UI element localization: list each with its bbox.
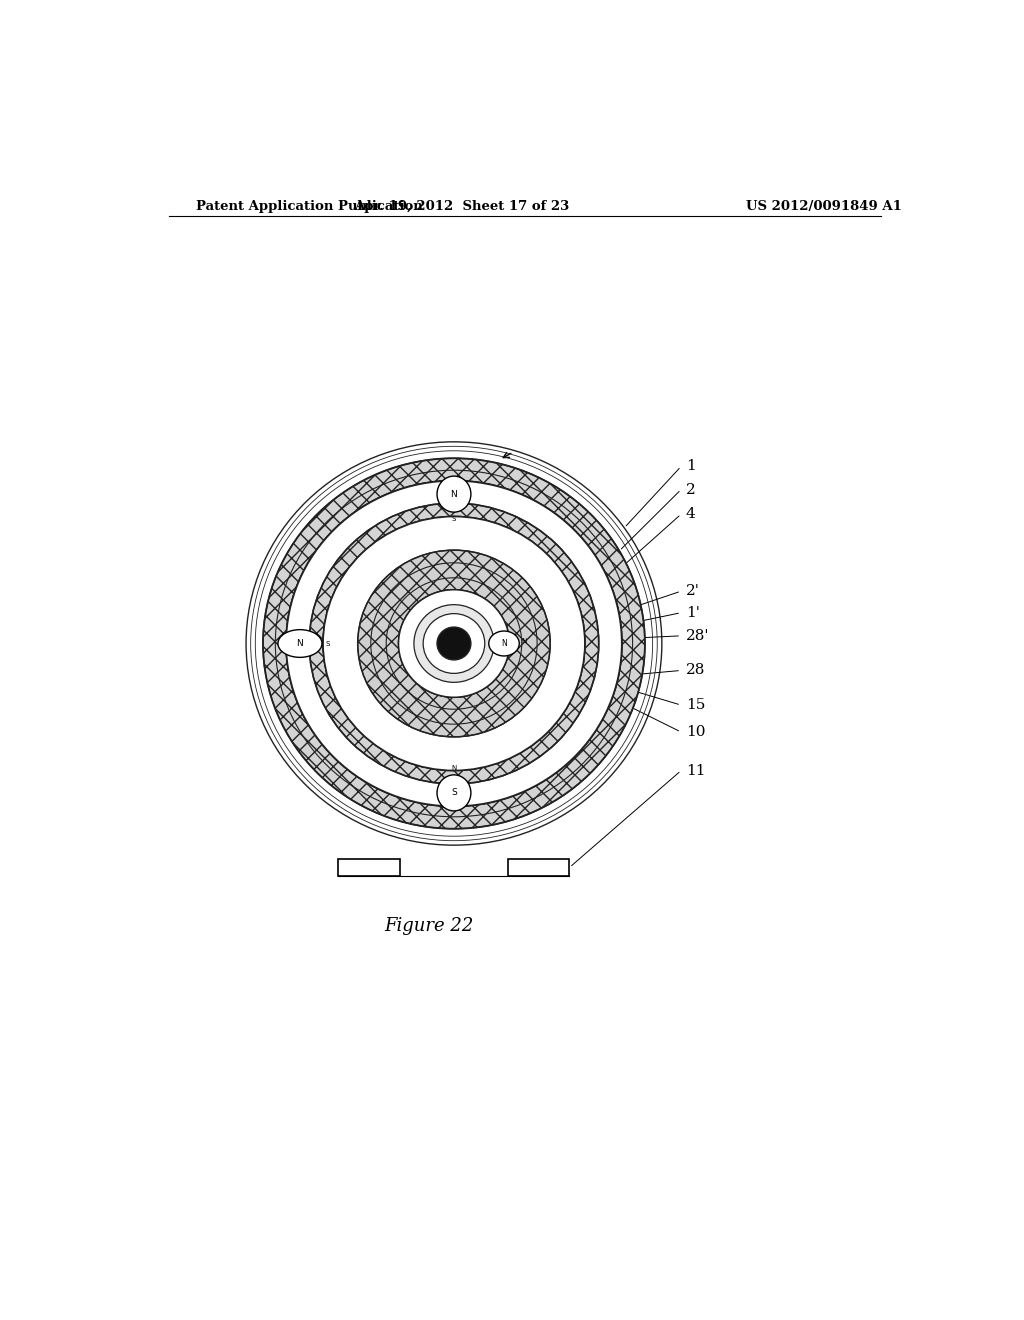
Ellipse shape	[414, 605, 494, 682]
Ellipse shape	[323, 516, 585, 771]
Text: 10: 10	[686, 725, 706, 739]
Text: N: N	[297, 639, 303, 648]
Text: Patent Application Publication: Patent Application Publication	[196, 199, 423, 213]
Text: 1: 1	[686, 459, 695, 474]
Text: N: N	[451, 490, 458, 499]
Ellipse shape	[398, 590, 509, 697]
Text: S: S	[326, 640, 330, 647]
Text: N: N	[501, 639, 507, 648]
Text: 1': 1'	[686, 606, 699, 619]
Text: Apr. 19, 2012  Sheet 17 of 23: Apr. 19, 2012 Sheet 17 of 23	[354, 199, 569, 213]
Text: N: N	[521, 638, 526, 644]
Ellipse shape	[437, 627, 471, 660]
Ellipse shape	[246, 442, 662, 845]
Text: 28: 28	[686, 664, 706, 677]
Text: Figure 22: Figure 22	[385, 917, 474, 935]
Ellipse shape	[286, 480, 622, 807]
Text: 2: 2	[686, 483, 695, 496]
Bar	[508, 859, 569, 876]
Text: 28': 28'	[686, 628, 710, 643]
Ellipse shape	[286, 480, 622, 807]
Bar	[339, 859, 400, 876]
Ellipse shape	[357, 550, 550, 737]
Text: 2': 2'	[686, 585, 699, 598]
Ellipse shape	[437, 775, 471, 810]
Ellipse shape	[323, 516, 585, 771]
Text: N: N	[452, 764, 457, 771]
Ellipse shape	[437, 477, 471, 512]
Ellipse shape	[278, 630, 322, 657]
Ellipse shape	[488, 631, 519, 656]
Ellipse shape	[423, 614, 484, 673]
Text: S: S	[452, 788, 457, 797]
Text: S: S	[452, 516, 456, 523]
Text: 11: 11	[686, 763, 706, 777]
Text: 4: 4	[686, 507, 695, 521]
Ellipse shape	[398, 590, 509, 697]
Text: US 2012/0091849 A1: US 2012/0091849 A1	[745, 199, 901, 213]
Text: 15: 15	[686, 698, 706, 711]
Ellipse shape	[309, 503, 599, 784]
Ellipse shape	[263, 458, 645, 829]
